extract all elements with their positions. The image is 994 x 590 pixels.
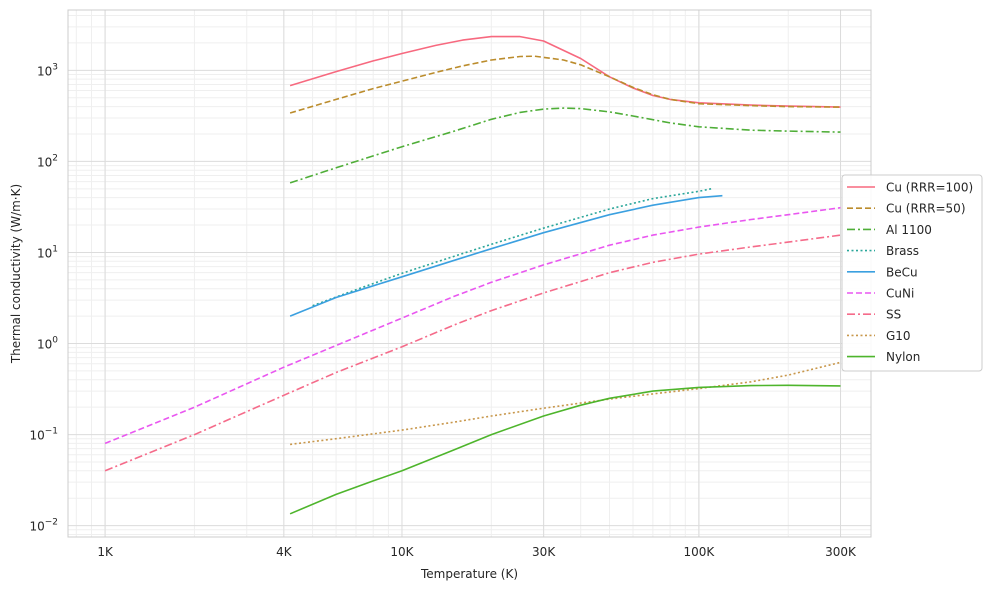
legend-label: G10 xyxy=(886,329,911,343)
x-tick-label: 100K xyxy=(683,545,715,559)
y-tick-label: 10−1 xyxy=(29,427,58,443)
series-line-6 xyxy=(104,206,841,445)
legend-label: Cu (RRR=50) xyxy=(886,202,966,216)
legend-label: CuNi xyxy=(886,287,914,301)
legend-label: Nylon xyxy=(886,350,920,364)
series-line-8 xyxy=(290,361,841,446)
y-tick-label: 100 xyxy=(37,336,58,352)
x-axis-ticks: 1K 4K 10K 30K 100K 300K xyxy=(97,545,857,559)
legend-label: Cu (RRR=100) xyxy=(886,181,973,195)
x-axis-label: Temperature (K) xyxy=(420,567,518,581)
y-axis-ticks: 10−2 10−1 100 101 102 103 xyxy=(29,62,58,533)
y-tick-label: 103 xyxy=(37,62,58,78)
x-tick-label: 30K xyxy=(532,545,556,559)
series-line-2 xyxy=(289,55,841,114)
y-axis-label: Thermal conductivity (W/m·K) xyxy=(9,184,23,364)
y-tick-label: 102 xyxy=(37,153,58,169)
x-tick-label: 10K xyxy=(390,545,414,559)
series-line-1 xyxy=(289,35,841,108)
legend-label: SS xyxy=(886,308,901,322)
y-tick-label: 10−2 xyxy=(29,518,58,534)
series-line-9 xyxy=(289,384,841,515)
series-line-5 xyxy=(289,194,723,317)
x-tick-label: 1K xyxy=(97,545,114,559)
legend-label: Brass xyxy=(886,244,919,258)
legend-label: BeCu xyxy=(886,265,918,279)
series-lines xyxy=(104,35,841,515)
x-tick-label: 300K xyxy=(825,545,857,559)
series-line-7 xyxy=(104,234,841,472)
legend: Cu (RRR=100) Cu (RRR=50) Al 1100 Brass BeCu C… xyxy=(841,174,983,372)
series-line-4 xyxy=(312,188,712,307)
legend-label: Al 1100 xyxy=(886,223,932,237)
legend-box xyxy=(841,174,983,372)
y-tick-label: 101 xyxy=(37,244,58,260)
x-tick-label: 4K xyxy=(276,545,293,559)
series-line-3 xyxy=(289,107,841,184)
grid xyxy=(68,10,871,537)
plot-area xyxy=(67,9,872,538)
